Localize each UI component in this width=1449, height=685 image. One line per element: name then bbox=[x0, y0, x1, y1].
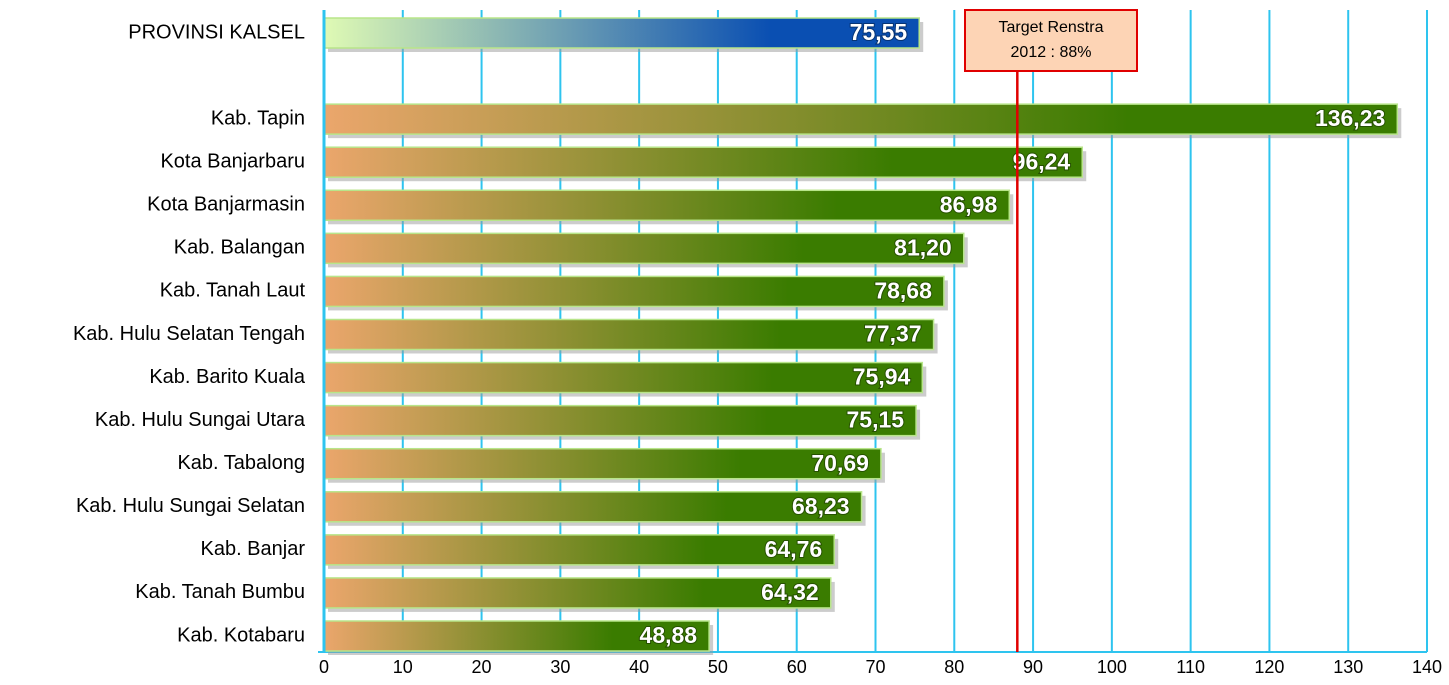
value-label: 48,88 bbox=[640, 622, 698, 648]
category-label: Kab. Tapin bbox=[211, 107, 305, 129]
x-tick-label: 70 bbox=[865, 657, 885, 677]
value-label: 77,37 bbox=[864, 321, 922, 347]
bar bbox=[323, 577, 832, 609]
bar bbox=[323, 491, 863, 523]
x-tick-label: 30 bbox=[550, 657, 570, 677]
value-label: 86,98 bbox=[940, 191, 998, 217]
value-label: 96,24 bbox=[1013, 148, 1071, 174]
category-label: Kab. Balangan bbox=[174, 237, 305, 259]
bar bbox=[323, 232, 965, 265]
value-label: 136,23 bbox=[1315, 105, 1385, 131]
value-label: 70,69 bbox=[811, 450, 869, 476]
value-label: 81,20 bbox=[894, 234, 952, 260]
category-label: Kota Banjarbaru bbox=[160, 150, 305, 172]
bar bbox=[323, 447, 882, 480]
annotation-text: 2012 : 88% bbox=[1011, 44, 1092, 61]
x-tick-label: 10 bbox=[393, 657, 413, 677]
bar bbox=[323, 361, 924, 394]
x-tick-label: 130 bbox=[1333, 657, 1363, 677]
value-label: 64,32 bbox=[761, 579, 819, 605]
value-label: 64,76 bbox=[765, 536, 823, 562]
x-tick-label: 90 bbox=[1023, 657, 1043, 677]
value-label: 68,23 bbox=[792, 493, 850, 519]
category-label: Kab. Tanah Laut bbox=[160, 280, 306, 302]
annotation-box bbox=[964, 9, 1138, 72]
x-tick-label: 0 bbox=[319, 657, 329, 677]
x-tick-label: 110 bbox=[1176, 657, 1205, 677]
x-tick-label: 80 bbox=[944, 657, 964, 677]
category-label: Kab. Banjar bbox=[200, 538, 305, 560]
bar bbox=[323, 534, 835, 566]
bar bbox=[323, 103, 1399, 135]
x-tick-label: 60 bbox=[787, 657, 807, 677]
bar bbox=[323, 275, 945, 308]
bar bbox=[323, 189, 1011, 222]
value-label: 75,55 bbox=[850, 19, 908, 45]
bar bbox=[323, 318, 935, 351]
bar bbox=[323, 620, 710, 652]
value-label: 78,68 bbox=[874, 278, 932, 304]
category-label: Kab. Barito Kuala bbox=[149, 366, 306, 388]
category-label: Kab. Tabalong bbox=[177, 452, 305, 474]
value-label: 75,15 bbox=[847, 407, 905, 433]
x-tick-label: 40 bbox=[629, 657, 649, 677]
x-tick-label: 140 bbox=[1412, 657, 1442, 677]
annotation-text: Target Renstra bbox=[999, 19, 1104, 36]
x-tick-label: 50 bbox=[708, 657, 728, 677]
category-label: Kab. Kotabaru bbox=[177, 624, 305, 646]
category-label: Kab. Hulu Sungai Selatan bbox=[76, 495, 305, 517]
x-tick-label: 20 bbox=[472, 657, 492, 677]
bar bbox=[323, 404, 917, 437]
category-label: Kab. Tanah Bumbu bbox=[135, 581, 305, 603]
category-label: Kota Banjarmasin bbox=[147, 194, 305, 216]
value-label: 75,94 bbox=[853, 364, 911, 390]
x-tick-label: 120 bbox=[1254, 657, 1284, 677]
bar bbox=[323, 17, 920, 49]
category-label: Kab. Hulu Sungai Utara bbox=[95, 409, 306, 431]
x-tick-label: 100 bbox=[1097, 657, 1127, 677]
bar bbox=[323, 146, 1083, 178]
category-label: PROVINSI KALSEL bbox=[128, 21, 305, 43]
category-label: Kab. Hulu Selatan Tengah bbox=[73, 323, 305, 345]
